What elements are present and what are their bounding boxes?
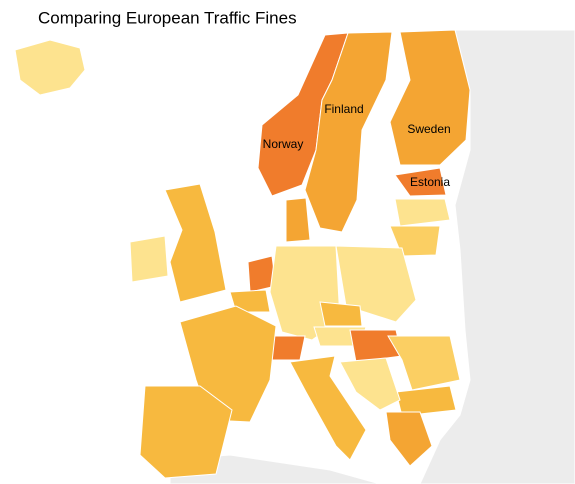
country	[269, 335, 306, 361]
country	[289, 355, 367, 461]
region-label: Estonia	[410, 175, 450, 189]
region-label: Sweden	[407, 122, 450, 136]
map-land	[14, 29, 575, 484]
country	[304, 31, 393, 233]
country	[387, 335, 461, 391]
country	[14, 39, 86, 96]
country	[385, 411, 433, 467]
country	[164, 183, 227, 303]
country	[395, 385, 457, 417]
non-eu-land	[419, 29, 575, 484]
region-label: Norway	[263, 137, 304, 151]
region-label: Finland	[324, 102, 363, 116]
country	[335, 245, 417, 323]
map-title: Comparing European Traffic Fines	[38, 8, 297, 27]
country	[389, 29, 471, 166]
country	[129, 235, 169, 283]
country	[394, 167, 447, 197]
country	[139, 385, 233, 479]
country	[319, 301, 363, 327]
country	[285, 197, 311, 243]
country	[394, 198, 451, 227]
country	[339, 357, 401, 411]
country	[229, 289, 271, 313]
